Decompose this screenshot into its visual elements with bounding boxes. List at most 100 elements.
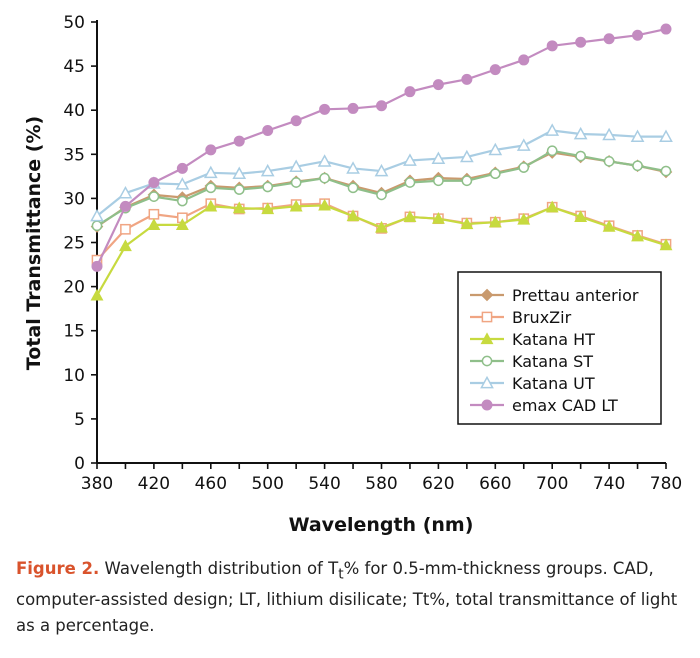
data-point-katana-st xyxy=(347,182,359,194)
data-point-katana-st xyxy=(575,150,587,162)
data-point-emax-cad-lt xyxy=(404,86,416,98)
data-point-katana-ht xyxy=(460,217,474,230)
data-point-katana-st xyxy=(319,172,330,184)
data-point-katana-ht xyxy=(204,199,218,212)
data-point-katana-ht xyxy=(431,212,445,224)
legend-swatch-marker-bruxzir xyxy=(481,311,493,323)
data-point-emax-cad-lt xyxy=(376,100,387,112)
data-point-emax-cad-lt xyxy=(262,124,274,136)
caption-text-rest: % for 0.5-mm-thickness groups. CAD, comp… xyxy=(16,559,678,636)
data-point-katana-ut xyxy=(346,161,360,174)
data-point-emax-cad-lt xyxy=(290,115,302,127)
legend-swatch-marker-prettau-anterior xyxy=(480,288,494,302)
data-point-emax-cad-lt xyxy=(91,260,103,272)
x-tick-label: 780 xyxy=(650,474,682,494)
data-point-katana-st xyxy=(433,175,444,187)
transmittance-chart: 0 5 10 15 20 25 30 35 40 45 50 380 420 460 500 540 580 62… xyxy=(23,13,682,536)
data-point-katana-ht xyxy=(318,198,332,211)
data-point-katana-ht xyxy=(119,239,132,252)
data-point-katana-ht xyxy=(346,209,360,222)
data-point-katana-ut xyxy=(545,123,560,136)
y-tick-label: 25 xyxy=(63,234,85,254)
figure-caption: Figure 2. Wavelength distribution of Tt%… xyxy=(16,556,688,639)
data-point-katana-st xyxy=(546,145,558,157)
data-point-katana-ht xyxy=(175,218,189,230)
data-point-katana-st xyxy=(91,220,103,232)
legend-label-katana-ht: Katana HT xyxy=(512,330,595,349)
data-point-katana-ut xyxy=(90,208,104,222)
x-tick-label: 620 xyxy=(422,474,454,494)
data-point-katana-st xyxy=(660,165,672,177)
data-point-katana-st xyxy=(262,181,274,193)
data-point-katana-ht xyxy=(602,219,616,232)
y-tick-label: 45 xyxy=(63,57,85,77)
data-point-katana-ht xyxy=(574,210,588,223)
data-point-katana-st xyxy=(518,162,530,173)
data-point-katana-ut xyxy=(602,127,616,141)
data-point-katana-ht xyxy=(631,229,644,242)
data-point-katana-ht xyxy=(659,238,673,251)
data-point-katana-ht xyxy=(147,218,161,230)
x-tick-label: 380 xyxy=(81,474,113,494)
x-tick-label: 740 xyxy=(593,474,625,494)
y-tick-label: 40 xyxy=(63,101,85,121)
x-tick-label: 540 xyxy=(308,474,340,494)
data-point-katana-st xyxy=(205,182,217,194)
data-point-emax-cad-lt xyxy=(319,103,331,115)
x-tick-label: 660 xyxy=(479,474,511,494)
legend-label-bruxzir: BruxZir xyxy=(512,308,572,327)
data-point-katana-ht xyxy=(375,220,388,233)
data-point-katana-ut xyxy=(374,163,389,177)
data-point-katana-ut xyxy=(403,153,417,166)
legend-swatch-marker-katana-st xyxy=(481,355,493,367)
data-point-katana-st xyxy=(290,177,302,188)
data-point-bruxzir xyxy=(148,208,160,220)
y-tick-label: 50 xyxy=(63,13,85,33)
y-tick-label: 5 xyxy=(74,410,85,430)
x-tick-label: 460 xyxy=(195,474,227,494)
data-point-emax-cad-lt xyxy=(233,135,245,147)
data-point-katana-st xyxy=(233,184,245,195)
x-tick-label: 420 xyxy=(138,474,170,494)
data-point-katana-st xyxy=(461,175,473,187)
series-katana-ht xyxy=(90,198,673,301)
legend-label-katana-ut: Katana UT xyxy=(512,374,595,393)
data-point-emax-cad-lt xyxy=(632,29,644,41)
legend-swatch-marker-katana-ut xyxy=(480,375,494,389)
caption-text-main: Wavelength distribution of T xyxy=(99,559,339,578)
data-point-katana-ht xyxy=(289,199,303,212)
data-point-katana-ut xyxy=(659,129,673,143)
data-point-emax-cad-lt xyxy=(546,40,558,52)
data-point-katana-ut xyxy=(260,163,275,177)
x-axis-title: Wavelength (nm) xyxy=(289,514,474,536)
data-point-katana-ut xyxy=(573,126,588,140)
series-emax-cad-lt xyxy=(91,23,672,272)
data-point-katana-ut xyxy=(630,129,645,143)
figure-label: Figure 2. xyxy=(16,559,100,578)
data-point-katana-ut xyxy=(232,166,247,180)
data-point-emax-cad-lt xyxy=(603,33,615,45)
legend-label-emax-cad-lt: emax CAD LT xyxy=(512,396,618,415)
data-point-katana-ut xyxy=(118,185,133,199)
x-tick-label: 500 xyxy=(251,474,283,494)
data-point-katana-ut xyxy=(289,159,304,172)
data-point-katana-ut xyxy=(488,142,503,156)
data-point-katana-st xyxy=(489,168,501,180)
data-point-emax-cad-lt xyxy=(489,64,501,76)
x-tick-label: 700 xyxy=(536,474,568,494)
legend-swatch-marker-emax-cad-lt xyxy=(481,399,493,411)
data-point-emax-cad-lt xyxy=(575,36,587,48)
data-point-emax-cad-lt xyxy=(347,102,359,114)
data-point-emax-cad-lt xyxy=(518,54,530,66)
y-tick-label: 10 xyxy=(63,366,85,386)
series-layer xyxy=(90,23,673,301)
data-point-emax-cad-lt xyxy=(176,162,188,174)
data-point-katana-st xyxy=(632,160,643,172)
data-point-katana-ut xyxy=(175,177,190,190)
data-point-emax-cad-lt xyxy=(148,177,160,189)
series-katana-ut xyxy=(90,123,673,222)
data-point-bruxzir xyxy=(120,223,131,235)
data-point-katana-ht xyxy=(90,288,104,301)
data-point-katana-ut xyxy=(431,151,446,165)
data-point-katana-st xyxy=(177,195,188,207)
